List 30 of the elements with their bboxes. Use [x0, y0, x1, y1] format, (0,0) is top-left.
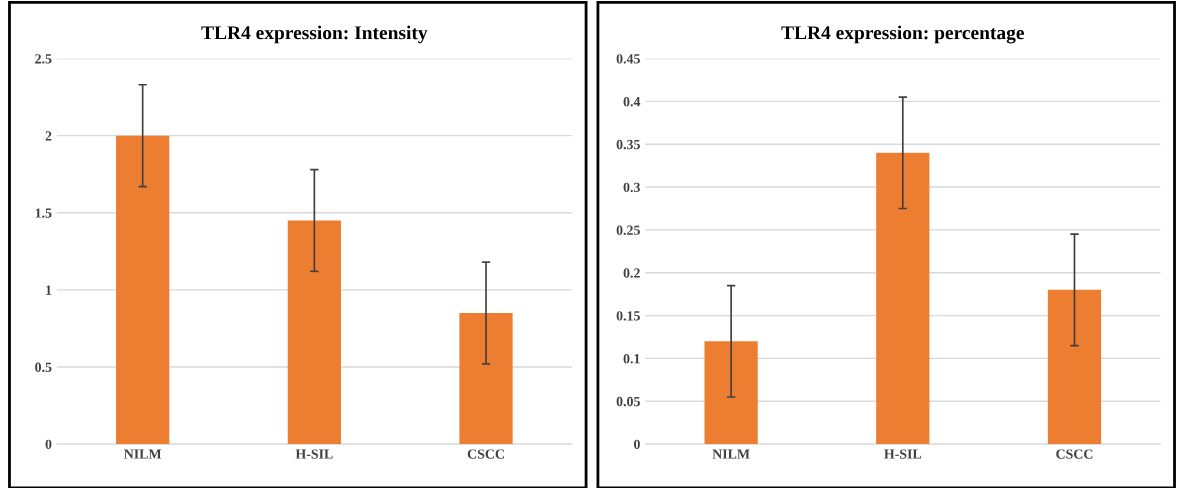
chart-title: TLR4 expression: percentage — [781, 25, 1024, 44]
bar — [287, 220, 341, 445]
y-tick-label: 0.25 — [616, 225, 640, 235]
x-tick-label: NILM — [712, 449, 750, 459]
x-tick-label: H-SIL — [295, 449, 333, 459]
y-tick-label: 0 — [634, 439, 640, 450]
y-tick-label: 0 — [45, 439, 52, 450]
chart-title: TLR4 expression: Intensity — [201, 25, 428, 44]
y-tick-label: 0.2 — [623, 268, 640, 278]
y-tick-label: 2 — [45, 131, 52, 141]
y-tick-label: 0.4 — [623, 96, 641, 107]
x-tick-label: CSCC — [1056, 449, 1093, 459]
y-tick-label: 0.5 — [35, 362, 52, 372]
y-tick-label: 1.5 — [35, 208, 52, 218]
y-tick-label: 2.5 — [35, 54, 52, 64]
x-tick-label: CSCC — [467, 449, 504, 459]
y-tick-label: 1 — [46, 285, 52, 295]
bar — [116, 135, 170, 445]
y-tick-label: 0.45 — [616, 54, 640, 64]
bar — [459, 313, 513, 445]
bar — [704, 341, 758, 445]
y-tick-label: 0.35 — [616, 139, 640, 150]
bar — [876, 152, 930, 445]
y-tick-label: 0.15 — [616, 311, 640, 321]
x-tick-label: NILM — [124, 449, 162, 459]
x-tick-label: H-SIL — [884, 449, 922, 459]
y-tick-label: 0.1 — [623, 353, 640, 364]
y-tick-label: 0.3 — [623, 182, 640, 193]
y-tick-label: 0.05 — [616, 396, 640, 407]
bar — [1047, 289, 1102, 445]
